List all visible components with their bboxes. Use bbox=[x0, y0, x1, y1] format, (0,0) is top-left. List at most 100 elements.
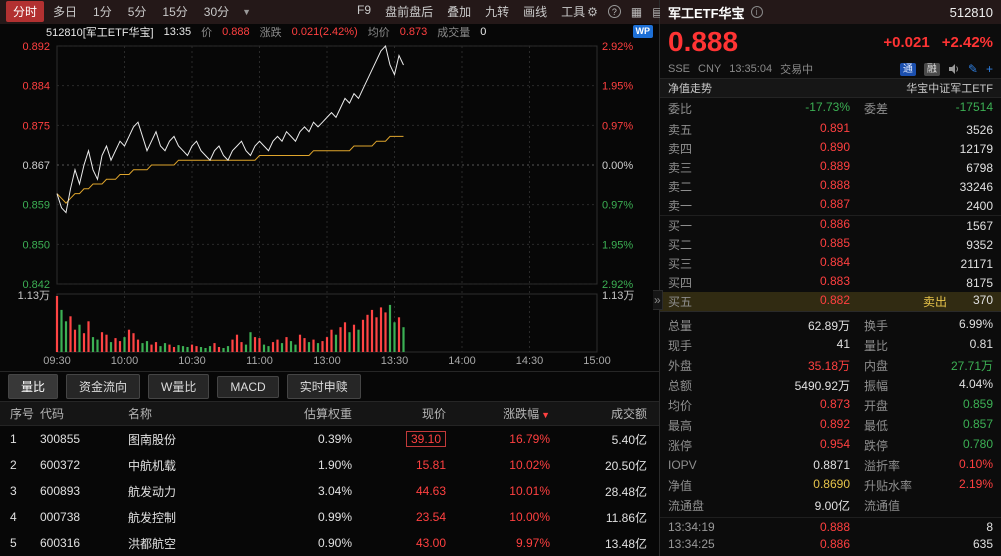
volume-bar bbox=[145, 341, 149, 352]
time-label: 13:30 bbox=[380, 355, 409, 368]
volume-bar bbox=[294, 344, 297, 352]
header-cell-0[interactable]: 序号 bbox=[10, 407, 35, 421]
table-row[interactable]: 2 600372 中航机载 1.90% 15.81 10.02% 20.50亿 bbox=[0, 452, 659, 478]
indicator-tab-0[interactable]: 量比 bbox=[8, 374, 59, 400]
menu-item-2[interactable]: 叠加 bbox=[447, 5, 472, 20]
volume-bar bbox=[366, 314, 369, 352]
period-tab-0[interactable]: 分时 bbox=[6, 1, 45, 23]
header-cell-2[interactable]: 名称 bbox=[128, 407, 153, 421]
table-row[interactable]: 5 600316 洪都航空 0.90% 43.00 9.97% 13.48亿 bbox=[0, 530, 659, 556]
speaker-icon[interactable] bbox=[948, 63, 960, 75]
stat-value: 5490.92万 bbox=[794, 378, 850, 393]
header-cell-4[interactable]: 现价 bbox=[421, 407, 446, 421]
intraday-chart-area[interactable]: 0.892 2.92% 0.884 1.95% 0.875 0.97% 0.867 0.00%… bbox=[0, 40, 659, 353]
stat-value: 0.10% bbox=[958, 456, 993, 471]
indicator-tab-1[interactable]: 资金流向 bbox=[66, 374, 141, 400]
stat-value: 27.71万 bbox=[950, 358, 993, 373]
indicator-tab-3[interactable]: MACD bbox=[217, 375, 279, 398]
period-tab-4[interactable]: 15分 bbox=[162, 5, 188, 20]
stat-label: IOPV bbox=[668, 458, 697, 472]
y-axis-price-label: 0.859 bbox=[22, 200, 50, 212]
settings-gear-icon[interactable]: ⚙ bbox=[587, 4, 598, 19]
edit-icon[interactable]: ✎ bbox=[967, 62, 978, 76]
volume-bar bbox=[276, 339, 279, 352]
bid-row[interactable]: 买二 0.885 9352 bbox=[660, 235, 1001, 254]
menu-item-4[interactable]: 画线 bbox=[523, 5, 548, 20]
stats-pair-2: 最低 0.857 bbox=[850, 417, 993, 434]
header-cell-5[interactable]: 涨跌幅 ▼ bbox=[503, 407, 550, 421]
help-icon[interactable]: ? bbox=[607, 5, 621, 19]
volume-bar bbox=[352, 324, 356, 352]
layout-list-icon[interactable]: ▤ bbox=[652, 4, 664, 19]
level-label: 卖三 bbox=[668, 161, 693, 175]
ask-row[interactable]: 卖四 0.890 12179 bbox=[660, 139, 1001, 158]
nav-link-nav-trend[interactable]: 净值走势 bbox=[668, 83, 712, 95]
nav-link-index-name[interactable]: 华宝中证军工ETF bbox=[906, 83, 993, 95]
indicator-tab-2[interactable]: W量比 bbox=[148, 374, 210, 400]
cell-weight: 0.39% bbox=[317, 432, 352, 446]
bid-row[interactable]: 买三 0.884 21171 bbox=[660, 254, 1001, 273]
period-tab-5[interactable]: 30分 bbox=[203, 5, 230, 20]
tick-volume-group: 8 bbox=[850, 520, 993, 534]
currency-label: CNY bbox=[698, 63, 722, 75]
ask-row[interactable]: 卖三 0.889 6798 bbox=[660, 158, 1001, 177]
menu-item-0[interactable]: F9 bbox=[357, 3, 372, 18]
header-cell-6[interactable]: 成交额 bbox=[610, 407, 647, 421]
stat-value: 0.857 bbox=[962, 416, 993, 431]
period-tab-3[interactable]: 5分 bbox=[127, 5, 147, 20]
volume-bar bbox=[141, 343, 144, 352]
ask-row[interactable]: 卖二 0.888 33246 bbox=[660, 177, 1001, 196]
level-volume-group: 33246 bbox=[850, 180, 993, 194]
table-row[interactable]: 4 000738 航发控制 0.99% 23.54 10.00% 11.86亿 bbox=[0, 504, 659, 530]
stat-label: 流通值 bbox=[864, 498, 901, 513]
level-label: 买三 bbox=[668, 257, 693, 271]
stat-value: 0.8871 bbox=[813, 458, 850, 472]
volume-bar bbox=[123, 337, 126, 352]
volume-bar bbox=[55, 295, 59, 352]
level-price-group: 卖五 0.891 bbox=[668, 121, 850, 138]
layout-grid-icon[interactable]: ▦ bbox=[630, 4, 643, 19]
volume-bar bbox=[244, 344, 248, 352]
stat-label: 开盘 bbox=[864, 398, 889, 413]
stats-pair-1: 涨停 0.954 bbox=[668, 437, 850, 454]
trading-status: 交易中 bbox=[780, 64, 814, 76]
volume-bar bbox=[285, 337, 288, 352]
volume-bar bbox=[195, 346, 198, 352]
menu-item-1[interactable]: 盘前盘后 bbox=[385, 5, 434, 20]
header-cell-1[interactable]: 代码 bbox=[40, 407, 65, 421]
cell-price: 23.54 bbox=[352, 510, 446, 524]
volume-bar bbox=[118, 341, 122, 352]
price-line bbox=[56, 44, 404, 214]
stats-row: IOPV 0.8871 溢折率 0.10% bbox=[660, 455, 1001, 475]
period-tab-2[interactable]: 1分 bbox=[93, 5, 112, 20]
y-axis-price-label: 0.842 bbox=[22, 279, 50, 291]
level-volume: 12179 bbox=[959, 141, 993, 156]
bid-row[interactable]: 买五 0.882 卖出 370 bbox=[660, 292, 1001, 311]
ask-row[interactable]: 卖一 0.887 2400 bbox=[660, 196, 1001, 215]
add-icon[interactable]: + bbox=[985, 62, 993, 76]
period-dropdown-caret[interactable]: ▼ bbox=[242, 6, 252, 17]
volume-value: 0 bbox=[480, 25, 487, 38]
quote-header: 军工ETF华宝 i 512810 bbox=[660, 0, 1001, 24]
stat-label: 流通盘 bbox=[668, 498, 705, 513]
header-cell-3[interactable]: 估算权重 bbox=[303, 407, 352, 421]
cell-weight: 1.90% bbox=[317, 458, 352, 472]
stat-label: 最低 bbox=[864, 418, 889, 433]
ask-row[interactable]: 卖五 0.891 3526 bbox=[660, 120, 1001, 139]
toolbar-menu: F9 盘前盘后 叠加 九转 画线 工具 bbox=[357, 3, 585, 20]
indicator-tab-4[interactable]: 实时申赎 bbox=[286, 374, 361, 400]
menu-item-5[interactable]: 工具 bbox=[561, 5, 586, 20]
level-label: 卖二 bbox=[668, 180, 693, 194]
table-row[interactable]: 3 600893 航发动力 3.04% 44.63 10.01% 28.48亿 bbox=[0, 478, 659, 504]
bid-row[interactable]: 买一 0.886 1567 bbox=[660, 216, 1001, 235]
bid-row[interactable]: 买四 0.883 8175 bbox=[660, 273, 1001, 292]
info-icon[interactable]: i bbox=[750, 6, 763, 18]
period-tab-1[interactable]: 多日 bbox=[53, 5, 78, 20]
table-row[interactable]: 1 300855 图南股份 0.39% 39.10 16.79% 5.40亿 bbox=[0, 426, 659, 452]
menu-item-3[interactable]: 九转 bbox=[485, 5, 510, 20]
stat-value: 0.873 bbox=[819, 396, 850, 411]
stats-row: 均价 0.873 开盘 0.859 bbox=[660, 395, 1001, 415]
collapse-handle[interactable]: » bbox=[653, 290, 663, 310]
volume-bar bbox=[109, 342, 113, 352]
